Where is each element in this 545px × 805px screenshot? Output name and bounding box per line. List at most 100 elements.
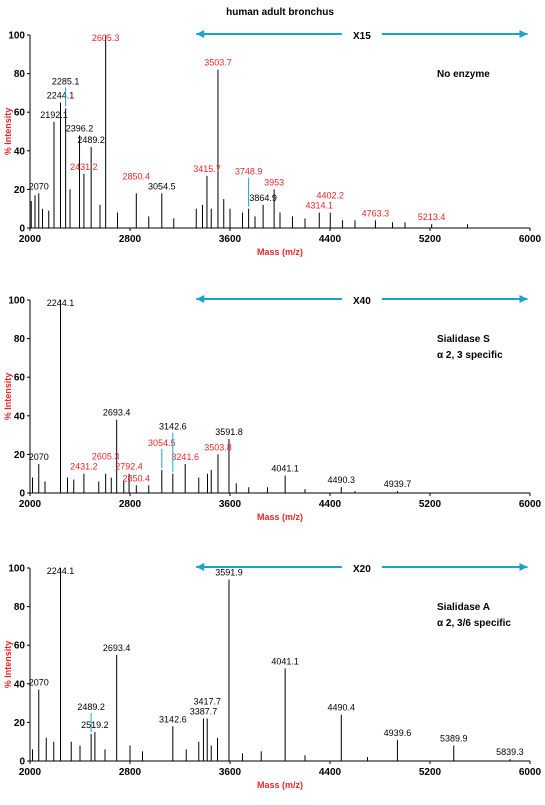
peak-label: 2244.1 [47, 566, 75, 576]
y-tick-label: 0 [19, 224, 25, 235]
peak-label: 2489.2 [77, 135, 105, 145]
y-tick-label: 40 [14, 146, 26, 157]
zoom-label: X15 [353, 31, 371, 42]
peak-label: 2070 [29, 181, 49, 191]
sample-label: α 2, 3 specific [437, 350, 503, 361]
y-tick-label: 40 [14, 411, 26, 422]
zoom-label-bg [341, 558, 382, 576]
y-tick-label: 40 [14, 679, 26, 690]
x-tick-label: 6000 [519, 499, 542, 510]
x-axis-title: Mass (m/z) [257, 247, 303, 257]
y-tick-label: 20 [14, 718, 26, 729]
peak-label: 3054.5 [148, 181, 176, 191]
peak-label: 5389.9 [440, 734, 468, 744]
y-tick-label: 60 [14, 373, 26, 384]
peak-label: 2792.4 [115, 462, 143, 472]
y-tick-label: 100 [8, 564, 25, 575]
peak-label: 4314.1 [305, 201, 333, 211]
x-axis-title: Mass (m/z) [257, 512, 303, 522]
peak-label: 2693.4 [103, 408, 131, 418]
x-tick-label: 3600 [219, 234, 242, 245]
sample-label: No enzyme [437, 69, 490, 80]
x-axis-title: Mass (m/z) [257, 780, 303, 790]
peak-label: 3591.9 [215, 568, 243, 578]
peak-label: 2431.2 [70, 162, 98, 172]
peak-label: 2192.1 [40, 110, 68, 120]
peak-label: 2850.4 [123, 171, 151, 181]
peak-label: 3748.9 [235, 167, 263, 177]
peak-label: 4763.3 [362, 208, 390, 218]
x-tick-label: 5200 [419, 499, 442, 510]
peak-label: 4041.1 [271, 656, 299, 666]
chart-title: human adult bronchus [226, 7, 334, 18]
peak-label: 3503.8 [204, 442, 232, 452]
peak-label: 4939.6 [384, 728, 412, 738]
peak-label: 4490.4 [328, 703, 356, 713]
y-tick-label: 20 [14, 185, 26, 196]
y-tick-label: 0 [19, 489, 25, 500]
zoom-label: X20 [353, 564, 371, 575]
y-tick-label: 80 [14, 69, 26, 80]
zoom-label-bg [341, 290, 382, 308]
peak-label: 3142.6 [159, 422, 187, 432]
peak-label: 5213.4 [418, 212, 446, 222]
sample-label: α 2, 3/6 specific [437, 618, 511, 629]
peak-label: 3415.7 [193, 164, 221, 174]
x-tick-label: 2800 [119, 499, 142, 510]
peak-label: 3387.7 [190, 707, 218, 717]
peak-label: 3142.6 [159, 714, 187, 724]
y-axis-title: % Intensity [3, 641, 13, 689]
peak-label: 2693.4 [103, 643, 131, 653]
peak-label: 5839.3 [496, 747, 524, 757]
y-tick-label: 0 [19, 757, 25, 768]
x-tick-label: 2000 [19, 234, 42, 245]
y-tick-label: 60 [14, 108, 26, 119]
peak-label: 3503.7 [204, 58, 232, 68]
x-tick-label: 5200 [419, 234, 442, 245]
x-tick-label: 4400 [319, 499, 342, 510]
peak-label: 2605.3 [92, 33, 120, 43]
zoom-label-bg [341, 25, 382, 43]
sample-label: Sialidase A [437, 602, 490, 613]
peak-label: 3864.9 [249, 193, 277, 203]
peak-label: 2396.2 [66, 123, 94, 133]
peak-label: 2070 [29, 452, 49, 462]
peak-label: 2244.1 [47, 298, 75, 308]
peak-label: 4490.3 [328, 475, 356, 485]
peak-label: 3054.5 [148, 438, 176, 448]
peak-label: 3241.6 [171, 452, 199, 462]
peak-label: 3953 [264, 177, 284, 187]
peak-label: 2431.2 [70, 462, 98, 472]
x-tick-label: 3600 [219, 499, 242, 510]
peak-label: 3417.7 [193, 697, 221, 707]
x-tick-label: 2000 [19, 767, 42, 778]
peak-label: 4939.7 [384, 479, 412, 489]
x-tick-label: 3600 [219, 767, 242, 778]
y-tick-label: 80 [14, 602, 26, 613]
y-tick-label: 20 [14, 450, 26, 461]
x-tick-label: 2800 [119, 767, 142, 778]
x-tick-label: 4400 [319, 767, 342, 778]
peak-label: 2285.1 [52, 76, 80, 86]
y-tick-label: 100 [8, 31, 25, 42]
zoom-label: X40 [353, 296, 371, 307]
x-tick-label: 5200 [419, 767, 442, 778]
peak-label: 4041.1 [271, 464, 299, 474]
x-tick-label: 2800 [119, 234, 142, 245]
peak-label: 2489.2 [77, 702, 105, 712]
peak-label: 4402.2 [317, 191, 345, 201]
peak-label: 2605.3 [92, 452, 120, 462]
peak-label: 2070 [29, 678, 49, 688]
peak-label: 2244.1 [47, 91, 75, 101]
peak-label: 2519.2 [81, 720, 109, 730]
x-tick-label: 4400 [319, 234, 342, 245]
y-tick-label: 80 [14, 334, 26, 345]
peak-label: 2850.4 [123, 473, 151, 483]
y-tick-label: 60 [14, 641, 26, 652]
y-tick-label: 100 [8, 296, 25, 307]
y-axis-title: % Intensity [3, 108, 13, 156]
sample-label: Sialidase S [437, 334, 490, 345]
y-axis-title: % Intensity [3, 373, 13, 421]
